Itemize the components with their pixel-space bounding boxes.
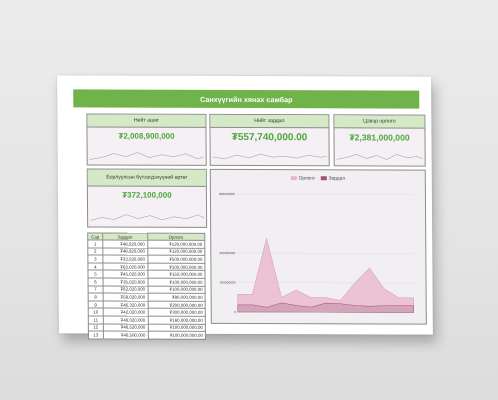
kpi-value: ₮557,740,000.00 <box>231 131 308 144</box>
dashboard-title: Санхүүгийн хянах самбар <box>73 89 420 109</box>
monthly-data-table: Сар Зардал Орлого 1 ₮48,020,000 ₮120,000,0… <box>87 232 206 340</box>
table-cell: 7 <box>88 285 103 294</box>
table-cell: ₮160,000,000.00 <box>147 316 206 324</box>
series-area-zardal <box>237 302 414 313</box>
table-cell: ₮100,000,000.00 <box>147 262 205 271</box>
table-cell: 5 <box>87 270 103 278</box>
table-cell: 10 <box>88 308 104 316</box>
table-cell: ₮62,020,000 <box>102 285 148 294</box>
kpi-total-expense: Нийт зардал ₮557,740,000.00 <box>209 113 330 167</box>
y-tick-label: 0 <box>234 310 236 314</box>
table-cell: 13 <box>88 331 104 339</box>
table-cell: ₮35,020,000 <box>102 277 148 286</box>
table-cell: 11 <box>88 315 104 324</box>
series-area-orlogo <box>237 238 414 313</box>
kpi-label: Нийт ашиг <box>87 114 206 128</box>
table-cell: ₮100,000,000.00 <box>147 323 206 332</box>
dashboard-sheet: Санхүүгийн хянах самбар Нийт ашиг ₮2,008… <box>65 81 427 340</box>
legend-item: Орлого <box>290 176 315 182</box>
kpi-cogs: Борлуулсан бүтээгдэхүүний өртөг ₮372,100… <box>86 168 208 228</box>
table-cell: ₮100,000,000.00 <box>147 285 206 294</box>
table-cell: ₮33,020,000 <box>102 255 148 263</box>
table-cell: ₮46,500,000 <box>103 331 148 339</box>
table-cell: 12 <box>88 323 104 332</box>
table-cell: 4 <box>87 262 103 271</box>
chart-legend: Орлого Зардал <box>211 176 425 182</box>
kpi-sparkline <box>90 214 205 221</box>
kpi-sparkline <box>89 152 204 160</box>
y-tick-label: 200000000 <box>220 281 236 285</box>
table-cell: 9 <box>88 300 104 309</box>
table-cell: ₮45,020,000 <box>102 270 148 279</box>
column-header: Сар <box>87 232 103 241</box>
table-cell: ₮46,320,000 <box>103 300 148 309</box>
table-cell: ₮42,020,000 <box>103 308 148 317</box>
kpi-label: Борлуулсан бүтээгдэхүүний өртөг <box>87 169 206 187</box>
kpi-net-income: Цэвэр орлого ₮2,381,000,000 <box>333 114 426 167</box>
table-cell: ₮48,620,000 <box>102 247 148 256</box>
kpi-value: ₮2,381,000,000 <box>349 132 410 143</box>
table-cell: ₮300,000,000.00 <box>147 308 206 317</box>
area-chart: 800000000 400000000 200000000 0 <box>219 192 414 314</box>
table-cell: 1 <box>87 239 103 248</box>
legend-swatch <box>320 176 327 181</box>
table-cell: ₮80,000,000.00 <box>147 293 206 302</box>
table-cell: ₮150,000,000.00 <box>147 270 206 279</box>
gridline <box>236 193 413 195</box>
kpi-sparkline <box>212 153 327 160</box>
table-cell: ₮200,000,000.00 <box>147 300 206 309</box>
chart-panel: Орлого Зардал 800000000 400000000 20000000… <box>209 168 427 325</box>
kpi-sparkline <box>336 154 423 160</box>
table-row: 13 ₮46,500,000 ₮100,000,000.00 <box>88 331 206 340</box>
table-cell: ₮100,000,000.00 <box>147 331 206 340</box>
table-cell: ₮46,520,000 <box>103 323 148 332</box>
table-cell: 2 <box>87 247 103 256</box>
table-cell: ₮100,000,000.00 <box>147 278 206 286</box>
table-cell: 3 <box>87 255 103 263</box>
kpi-total-profit: Нийт ашиг ₮2,008,900,000 <box>86 113 207 166</box>
kpi-label: Цэвэр орлого <box>334 115 425 129</box>
kpi-value: ₮2,008,900,000 <box>118 131 175 141</box>
legend-item: Зардал <box>320 176 346 182</box>
table-cell: 8 <box>88 293 104 301</box>
x-axis <box>237 311 414 313</box>
table-cell: ₮500,000,000.00 <box>147 255 205 264</box>
table-cell: ₮120,000,000.00 <box>147 247 205 256</box>
kpi-label: Нийт зардал <box>210 114 329 129</box>
table-cell: ₮48,020,000 <box>102 240 148 248</box>
legend-swatch <box>290 176 297 181</box>
table-cell: ₮63,020,000 <box>102 262 148 271</box>
table-cell: 6 <box>88 277 103 286</box>
table-cell: ₮58,020,000 <box>102 293 148 301</box>
y-tick-label: 800000000 <box>219 192 235 196</box>
legend-label: Зардал <box>328 176 346 182</box>
kpi-value: ₮372,100,000 <box>122 190 172 200</box>
table-cell: ₮120,000,000.00 <box>147 240 205 248</box>
table-cell: ₮46,020,000 <box>103 315 148 324</box>
dashboard-print: Санхүүгийн хянах самбар Нийт ашиг ₮2,008… <box>57 75 433 340</box>
legend-label: Орлого <box>298 176 315 182</box>
y-tick-label: 400000000 <box>219 251 235 255</box>
